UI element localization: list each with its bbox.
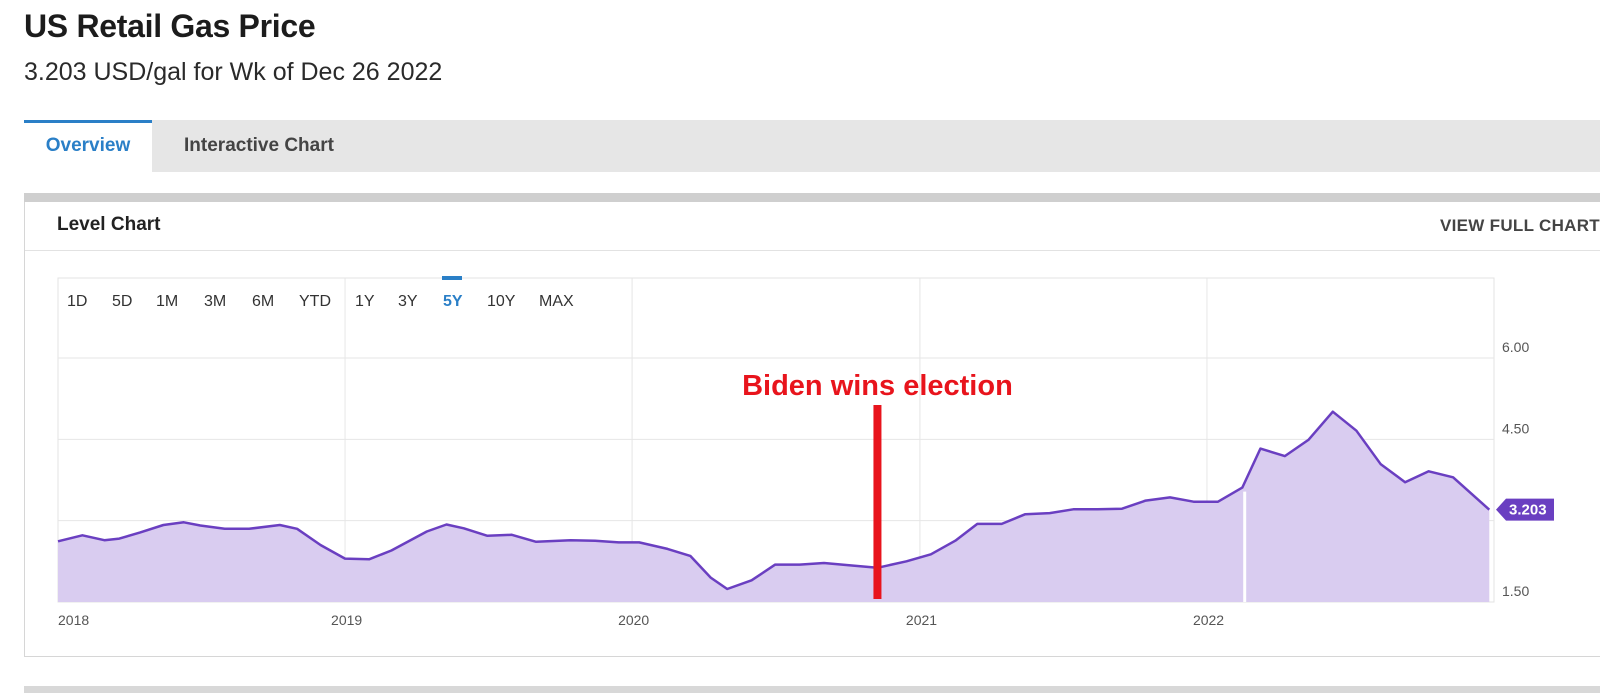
x-tick-label: 2018	[58, 612, 89, 628]
y-tick-label: 1.50	[1502, 583, 1529, 599]
range-button-6m[interactable]: 6M	[252, 293, 274, 310]
panel-header-divider	[25, 250, 1600, 251]
series-line	[57, 410, 1491, 591]
y-tick-label: 6.00	[1502, 339, 1529, 355]
panel-title: Level Chart	[57, 214, 161, 235]
range-button-5y[interactable]: 5Y	[443, 293, 463, 310]
range-button-1y[interactable]: 1Y	[355, 293, 375, 310]
tab-bar: Overview Interactive Chart	[24, 120, 1600, 172]
view-full-chart-link[interactable]: VIEW FULL CHART	[1439, 216, 1600, 235]
page-title: US Retail Gas Price	[24, 8, 316, 44]
tab-overview[interactable]: Overview	[24, 120, 152, 172]
bottom-divider	[24, 686, 1600, 693]
range-button-1d[interactable]: 1D	[67, 293, 87, 310]
range-button-3y[interactable]: 3Y	[398, 293, 418, 310]
x-tick-label: 2019	[331, 612, 362, 628]
annotation-marker	[873, 405, 882, 599]
panel-top-border	[24, 193, 1600, 202]
range-button-3m[interactable]: 3M	[204, 293, 226, 310]
annotation-label: Biden wins election	[742, 370, 1013, 402]
tab-interactive-chart[interactable]: Interactive Chart	[184, 135, 334, 156]
last-value-label: 3.203	[1509, 502, 1547, 519]
active-range-indicator	[442, 276, 462, 280]
range-button-5d[interactable]: 5D	[112, 293, 132, 310]
page-subtitle: 3.203 USD/gal for Wk of Dec 26 2022	[24, 58, 443, 86]
x-tick-label: 2022	[1193, 612, 1224, 628]
y-tick-label: 4.50	[1502, 420, 1529, 436]
range-button-ytd[interactable]: YTD	[299, 293, 331, 310]
last-value-badge	[1496, 498, 1554, 521]
range-button-1m[interactable]: 1M	[156, 293, 178, 310]
range-button-10y[interactable]: 10Y	[487, 293, 516, 310]
range-button-max[interactable]: MAX	[539, 293, 574, 310]
x-tick-label: 2021	[906, 612, 937, 628]
x-tick-label: 2020	[618, 612, 649, 628]
series-area	[58, 411, 1490, 602]
